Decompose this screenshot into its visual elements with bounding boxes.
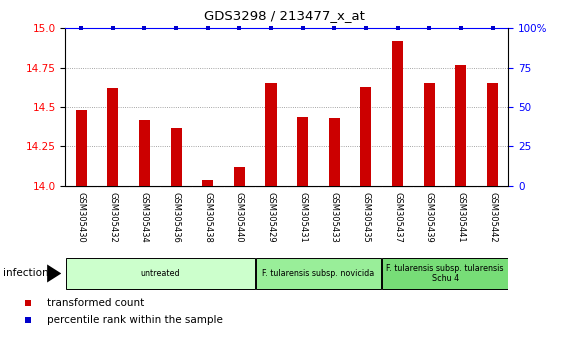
Text: GSM305438: GSM305438 [203, 192, 212, 242]
Text: GSM305430: GSM305430 [77, 192, 86, 242]
Bar [487, 84, 498, 186]
Text: GDS3298 / 213477_x_at: GDS3298 / 213477_x_at [203, 9, 365, 22]
Text: GSM305436: GSM305436 [172, 192, 181, 242]
Bar [139, 120, 150, 186]
Bar [76, 110, 87, 186]
Text: GSM305442: GSM305442 [488, 192, 497, 242]
Text: infection: infection [3, 268, 48, 279]
FancyBboxPatch shape [256, 258, 382, 289]
Text: F. tularensis subsp. novicida: F. tularensis subsp. novicida [262, 269, 375, 278]
Bar [170, 127, 182, 186]
Text: GSM305431: GSM305431 [298, 192, 307, 242]
Text: GSM305432: GSM305432 [108, 192, 117, 242]
Bar [361, 87, 371, 186]
Bar [265, 84, 277, 186]
Bar [234, 167, 245, 186]
FancyBboxPatch shape [382, 258, 508, 289]
Bar [297, 116, 308, 186]
Text: percentile rank within the sample: percentile rank within the sample [47, 315, 223, 325]
Text: untreated: untreated [140, 269, 180, 278]
Bar [202, 179, 213, 186]
Text: GSM305440: GSM305440 [235, 192, 244, 242]
Text: GSM305439: GSM305439 [425, 192, 434, 242]
Bar [107, 88, 118, 186]
Text: GSM305434: GSM305434 [140, 192, 149, 242]
Bar [329, 118, 340, 186]
Text: transformed count: transformed count [47, 298, 144, 308]
Bar [456, 64, 466, 186]
Text: GSM305435: GSM305435 [361, 192, 370, 242]
Text: GSM305437: GSM305437 [393, 192, 402, 242]
Bar [392, 41, 403, 186]
Text: GSM305433: GSM305433 [330, 192, 339, 242]
FancyBboxPatch shape [66, 258, 255, 289]
Text: GSM305441: GSM305441 [457, 192, 465, 242]
Polygon shape [47, 264, 61, 282]
Text: GSM305429: GSM305429 [266, 192, 275, 242]
Bar [424, 84, 435, 186]
Text: F. tularensis subsp. tularensis
Schu 4: F. tularensis subsp. tularensis Schu 4 [386, 264, 504, 283]
